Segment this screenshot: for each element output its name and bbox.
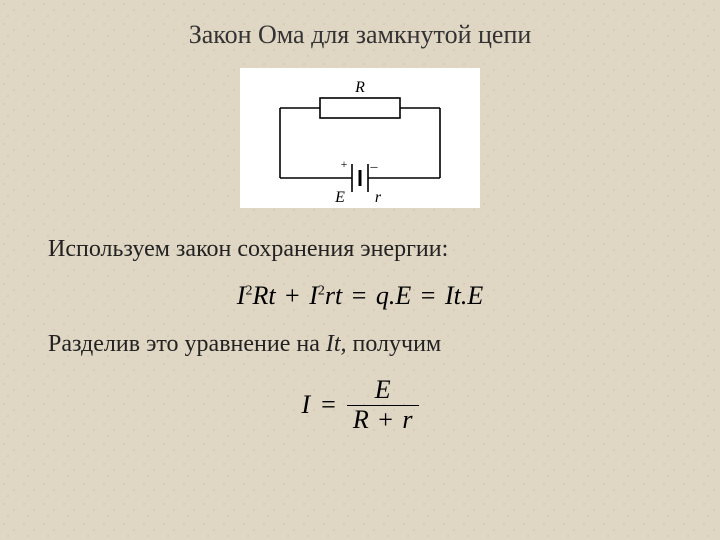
text2-after: получим: [347, 331, 442, 357]
internal-r-label: r: [375, 189, 382, 206]
slide-content: Закон Ома для замкнутой цепи: [0, 0, 720, 474]
equation-1: I2Rt + I2rt = q.E = It.E: [237, 281, 483, 311]
eq2-den-R: R: [353, 405, 369, 434]
text-energy-conservation: Используем закон сохранения энергии:: [48, 236, 680, 263]
eq1-I2: I: [309, 281, 318, 310]
eq1-qE: q.E: [376, 281, 411, 310]
eq1-exp2: 2: [318, 283, 325, 298]
resistor-label: R: [354, 79, 365, 96]
text2-before: Разделив это уравнение на: [48, 331, 326, 357]
plus-label: +: [341, 157, 348, 171]
circuit-diagram: R + _ E r: [240, 68, 480, 208]
eq2-lhs: I: [301, 390, 310, 420]
eq2-eq: =: [321, 390, 336, 420]
eq2-denominator: R + r: [347, 406, 419, 435]
emf-label: E: [334, 189, 345, 206]
eq1-plus: +: [285, 281, 300, 310]
text-divide: Разделив это уравнение на It, получим: [48, 331, 680, 358]
minus-label: _: [370, 155, 379, 170]
equation-2: I = E R + r: [301, 376, 418, 434]
eq1-ItE: It.E: [445, 281, 483, 310]
slide-title: Закон Ома для замкнутой цепи: [40, 20, 680, 50]
eq2-numerator: E: [369, 376, 397, 405]
equation-1-wrap: I2Rt + I2rt = q.E = It.E: [40, 281, 680, 311]
eq1-eq2: =: [421, 281, 436, 310]
equation-2-wrap: I = E R + r: [40, 376, 680, 434]
eq2-fraction: E R + r: [347, 376, 419, 434]
eq1-eq1: =: [352, 281, 367, 310]
eq1-Rt: Rt: [252, 281, 275, 310]
eq2-den-r: r: [402, 405, 412, 434]
eq2-den-plus: +: [378, 405, 393, 434]
eq1-rt: rt: [325, 281, 342, 310]
text2-var: It,: [326, 331, 347, 357]
